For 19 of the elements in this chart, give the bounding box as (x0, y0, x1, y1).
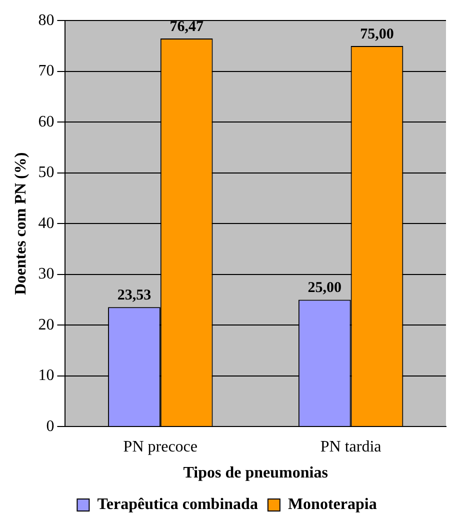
x-tick-label: PN tardia (320, 438, 382, 456)
y-tick-label: 0 (46, 418, 54, 435)
data-label: 76,47 (170, 18, 204, 35)
x-tick-label: PN precoce (123, 438, 198, 456)
data-label: 23,53 (117, 288, 152, 304)
y-tick-label: 30 (38, 266, 54, 283)
y-axis-title: Doentes com PN (%) (12, 152, 30, 295)
data-label: 75,00 (360, 26, 394, 42)
y-tick-label: 50 (38, 164, 54, 182)
data-label: 25,00 (308, 280, 342, 296)
legend-label: Monoterapia (288, 496, 377, 514)
y-tick-label: 60 (38, 113, 54, 130)
y-tick-label: 70 (38, 62, 54, 80)
x-axis-title: Tipos de pneumonias (183, 464, 328, 482)
y-tick-label: 10 (38, 367, 54, 384)
y-tick-label: 40 (38, 214, 54, 232)
y-tick-label: 20 (38, 316, 54, 334)
legend-label: Terapêutica combinada (97, 496, 258, 514)
y-tick-label: 80 (38, 12, 54, 29)
